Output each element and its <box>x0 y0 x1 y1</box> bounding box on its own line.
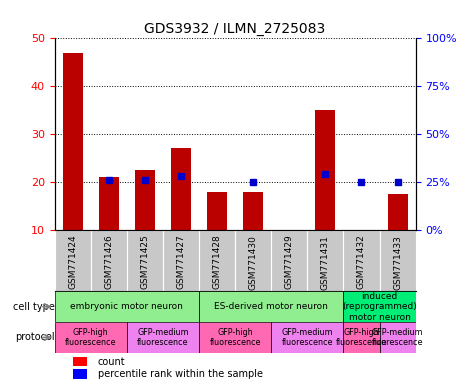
Bar <box>388 194 408 230</box>
Text: ES-derived motor neuron: ES-derived motor neuron <box>214 302 328 311</box>
Bar <box>99 177 119 230</box>
Bar <box>343 291 416 322</box>
Bar <box>199 291 343 322</box>
Bar <box>243 192 263 230</box>
Title: GDS3932 / ILMN_2725083: GDS3932 / ILMN_2725083 <box>144 22 326 36</box>
Text: GSM771432: GSM771432 <box>357 235 366 290</box>
Text: GSM771428: GSM771428 <box>213 235 221 290</box>
Text: GSM771429: GSM771429 <box>285 235 294 290</box>
Text: induced
(reprogrammed)
motor neuron: induced (reprogrammed) motor neuron <box>342 292 417 321</box>
Text: GSM771426: GSM771426 <box>104 235 113 290</box>
Bar <box>127 230 163 291</box>
Bar <box>271 322 343 353</box>
Bar <box>343 322 380 353</box>
Text: GFP-medium
fluorescence: GFP-medium fluorescence <box>137 328 189 347</box>
Bar <box>73 369 87 379</box>
Bar <box>163 230 199 291</box>
Bar <box>63 53 83 230</box>
Text: GFP-high
fluorescence: GFP-high fluorescence <box>336 328 387 347</box>
Bar <box>380 322 416 353</box>
Text: GFP-medium
fluorescence: GFP-medium fluorescence <box>372 328 423 347</box>
Bar <box>91 230 127 291</box>
Text: GSM771430: GSM771430 <box>249 235 257 290</box>
Text: GSM771433: GSM771433 <box>393 235 402 290</box>
Bar <box>199 230 235 291</box>
Bar <box>135 170 155 230</box>
Bar <box>307 230 343 291</box>
Text: GFP-medium
fluorescence: GFP-medium fluorescence <box>282 328 333 347</box>
Bar <box>55 230 91 291</box>
Bar <box>55 322 127 353</box>
Text: count: count <box>98 357 125 367</box>
Bar <box>235 230 271 291</box>
Bar <box>207 192 227 230</box>
Bar <box>343 230 380 291</box>
Text: GSM771427: GSM771427 <box>177 235 185 290</box>
Text: percentile rank within the sample: percentile rank within the sample <box>98 369 263 379</box>
Text: GFP-high
fluorescence: GFP-high fluorescence <box>209 328 261 347</box>
Bar <box>380 230 416 291</box>
Bar <box>171 149 191 230</box>
Bar <box>199 322 271 353</box>
Text: cell type: cell type <box>13 302 55 312</box>
Text: GSM771425: GSM771425 <box>141 235 149 290</box>
Text: protocol: protocol <box>15 333 55 343</box>
Bar <box>315 110 335 230</box>
Text: GSM771431: GSM771431 <box>321 235 330 290</box>
Bar <box>127 322 199 353</box>
Bar <box>55 291 199 322</box>
Text: GFP-high
fluorescence: GFP-high fluorescence <box>65 328 116 347</box>
Bar <box>271 230 307 291</box>
Text: GSM771424: GSM771424 <box>68 235 77 289</box>
Text: embryonic motor neuron: embryonic motor neuron <box>70 302 183 311</box>
Bar <box>73 357 87 366</box>
